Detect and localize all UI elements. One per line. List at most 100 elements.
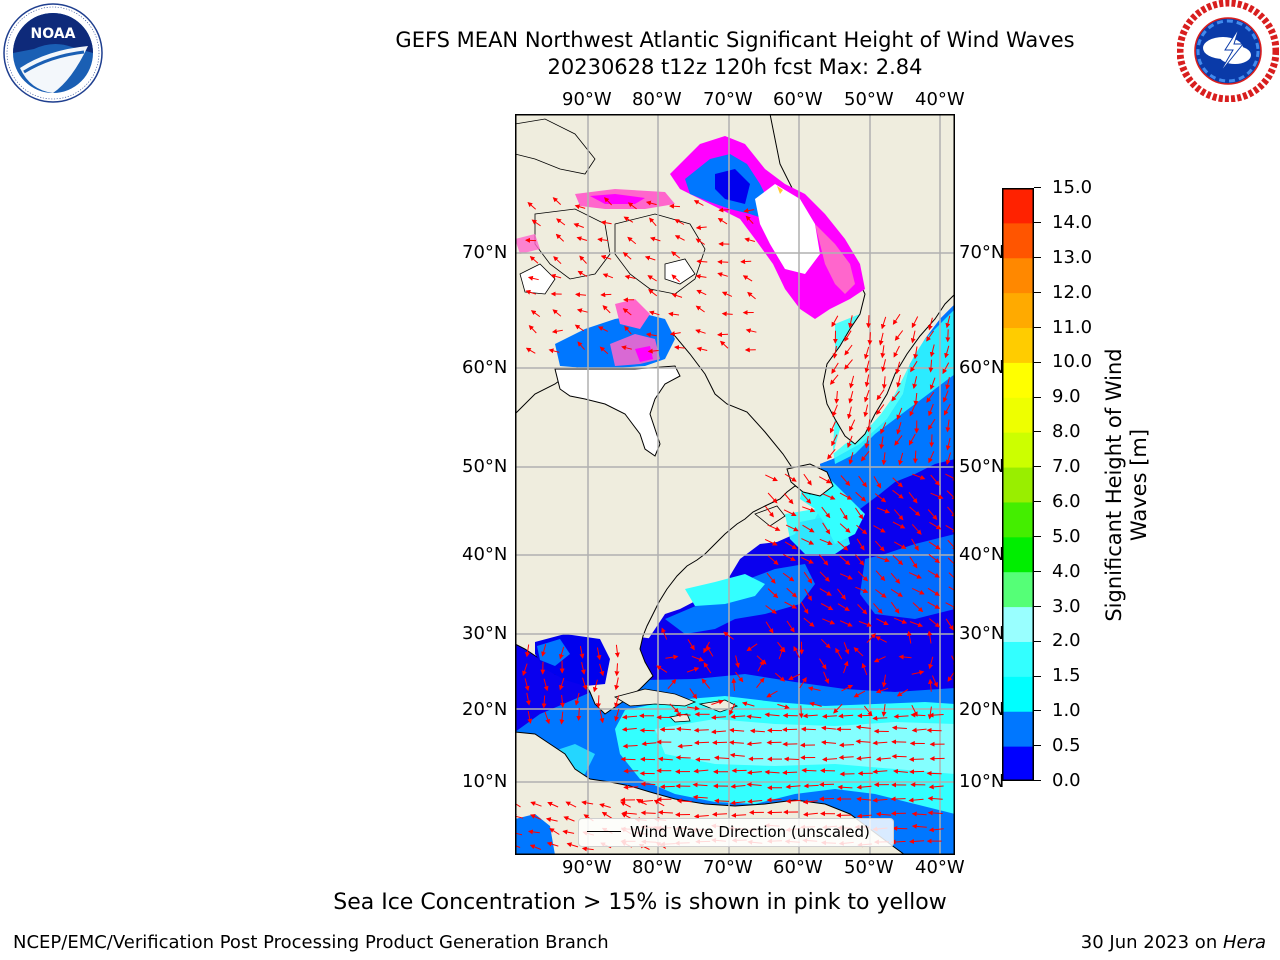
colorbar-tick-label: 12.0 xyxy=(1052,281,1093,303)
wave-direction-arrow xyxy=(844,359,853,370)
wave-direction-arrow xyxy=(911,823,927,829)
colorbar-tick-label: 3.0 xyxy=(1052,595,1081,617)
wave-direction-arrow xyxy=(819,554,829,566)
wave-direction-arrow xyxy=(803,617,815,627)
wave-direction-arrow xyxy=(524,678,530,692)
wave-direction-arrow xyxy=(873,603,883,614)
wave-direction-arrow xyxy=(741,701,755,707)
wave-direction-arrow xyxy=(640,810,656,816)
wave-direction-arrow xyxy=(766,572,776,584)
wave-direction-arrow xyxy=(624,325,632,335)
wave-direction-arrow xyxy=(541,695,547,709)
wave-direction-arrow xyxy=(544,711,551,725)
wave-direction-arrow xyxy=(729,727,745,733)
wave-direction-arrow xyxy=(785,784,801,790)
wave-direction-arrow xyxy=(730,783,746,789)
wave-direction-arrow xyxy=(866,315,872,329)
wave-direction-arrow xyxy=(730,714,746,720)
wave-direction-arrow xyxy=(696,259,708,265)
colorbar-tick-label: 15.0 xyxy=(1052,177,1093,198)
wave-direction-arrow xyxy=(784,601,797,609)
wave-direction-arrow xyxy=(785,798,801,804)
wave-direction-arrow xyxy=(913,392,919,406)
wave-direction-arrow xyxy=(515,845,521,848)
wave-direction-arrow xyxy=(721,291,733,297)
wave-direction-arrow xyxy=(856,784,872,790)
colorbar-tick-label: 1.5 xyxy=(1052,665,1081,687)
wave-direction-arrow xyxy=(621,810,637,816)
wave-direction-arrow xyxy=(856,813,872,819)
wave-direction-arrow xyxy=(927,706,933,720)
wave-direction-arrow xyxy=(644,255,656,261)
wave-direction-arrow xyxy=(909,404,916,417)
wave-direction-arrow xyxy=(803,473,812,486)
wave-direction-arrow xyxy=(714,798,730,804)
colorbar-tick-mark xyxy=(1034,640,1041,642)
wave-direction-arrow xyxy=(574,204,586,210)
colorbar-bin xyxy=(1002,327,1034,363)
wave-direction-arrow xyxy=(847,406,852,420)
lon-label-bottom: 40°W xyxy=(915,857,965,878)
wave-direction-arrow xyxy=(622,308,632,316)
colorbar-bin xyxy=(1002,467,1034,503)
wave-direction-arrow xyxy=(669,703,680,714)
colorbar-tick-label: 1.0 xyxy=(1052,700,1081,722)
wave-direction-arrow xyxy=(515,814,524,819)
wave-direction-arrow xyxy=(849,419,856,432)
wave-direction-arrow xyxy=(875,811,891,817)
wave-direction-arrow xyxy=(896,407,903,421)
colorbar xyxy=(1002,188,1034,781)
wave-direction-arrow xyxy=(801,492,812,504)
wave-direction-arrow xyxy=(839,555,851,566)
wave-direction-arrow xyxy=(648,310,660,316)
wave-direction-arrow xyxy=(556,218,566,226)
wave-direction-arrow xyxy=(525,289,537,295)
wave-direction-arrow xyxy=(604,197,613,206)
wave-direction-arrow xyxy=(767,588,779,599)
wave-direction-arrow xyxy=(906,630,912,644)
wave-direction-arrow xyxy=(777,703,790,710)
wave-direction-arrow xyxy=(800,726,816,732)
lat-label-right: 70°N xyxy=(959,242,1005,263)
wave-direction-arrow xyxy=(819,658,827,670)
colorbar-tick-label: 7.0 xyxy=(1052,456,1081,478)
wave-direction-arrow xyxy=(838,754,854,760)
wave-direction-arrow xyxy=(784,493,794,505)
wave-direction-arrow xyxy=(929,521,942,530)
wave-direction-arrow xyxy=(911,670,925,675)
wave-direction-arrow xyxy=(945,602,955,610)
wave-direction-arrow xyxy=(671,274,680,283)
wave-direction-arrow xyxy=(898,654,912,660)
wave-direction-arrow xyxy=(875,540,885,552)
colorbar-tick-mark xyxy=(1034,187,1041,189)
lat-label-right: 50°N xyxy=(959,456,1005,477)
wave-direction-arrow xyxy=(890,601,900,614)
wave-direction-arrow xyxy=(731,677,737,691)
wave-direction-arrow xyxy=(525,692,531,706)
wave-direction-arrow xyxy=(927,570,940,578)
wave-direction-arrow xyxy=(597,326,609,332)
wave-direction-arrow xyxy=(893,345,900,358)
wave-direction-arrow xyxy=(766,797,782,803)
wave-direction-arrow xyxy=(765,621,774,634)
wave-direction-arrow xyxy=(821,638,831,649)
wave-direction-arrow xyxy=(848,452,854,465)
wave-direction-arrow xyxy=(912,602,924,613)
wave-direction-arrow xyxy=(927,810,943,816)
noaa-logo-text: NOAA xyxy=(31,26,76,42)
colorbar-bin xyxy=(1002,222,1034,259)
lon-label-top: 80°W xyxy=(632,89,682,110)
wave-direction-arrow xyxy=(872,797,888,803)
wave-direction-arrow xyxy=(875,756,891,762)
colorbar-bin xyxy=(1002,188,1034,224)
wave-direction-arrow xyxy=(894,509,904,521)
wave-direction-arrow xyxy=(575,292,587,298)
wave-direction-arrow xyxy=(541,644,547,657)
noaa-logo: NOAA xyxy=(3,3,103,103)
colorbar-tick-label: 4.0 xyxy=(1052,560,1081,582)
colorbar-tick-label: 2.0 xyxy=(1052,630,1081,652)
wave-direction-arrow xyxy=(647,275,657,282)
wave-direction-arrow xyxy=(718,207,730,213)
wave-direction-arrow xyxy=(640,781,656,787)
wave-direction-arrow xyxy=(649,236,661,242)
